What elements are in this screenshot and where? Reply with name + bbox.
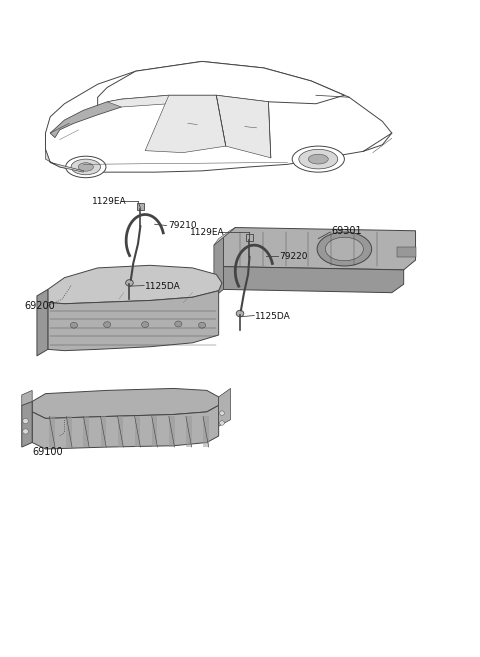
Ellipse shape: [23, 419, 28, 424]
Ellipse shape: [292, 146, 344, 172]
Polygon shape: [107, 95, 216, 107]
Polygon shape: [219, 388, 230, 426]
Polygon shape: [32, 388, 219, 419]
Polygon shape: [22, 390, 32, 405]
Ellipse shape: [104, 322, 111, 328]
Polygon shape: [32, 405, 219, 449]
Polygon shape: [223, 267, 404, 292]
Ellipse shape: [78, 163, 94, 171]
Polygon shape: [100, 417, 106, 447]
Polygon shape: [66, 417, 72, 447]
Polygon shape: [22, 401, 32, 447]
Ellipse shape: [308, 154, 328, 164]
Polygon shape: [152, 417, 157, 447]
Polygon shape: [214, 237, 223, 297]
Polygon shape: [223, 227, 416, 270]
Polygon shape: [48, 290, 219, 351]
Ellipse shape: [175, 321, 182, 327]
Polygon shape: [46, 149, 84, 172]
Ellipse shape: [71, 159, 100, 175]
Text: 79220: 79220: [279, 252, 307, 261]
Polygon shape: [135, 417, 140, 447]
Ellipse shape: [71, 323, 77, 328]
Polygon shape: [46, 61, 392, 172]
Polygon shape: [396, 247, 416, 257]
Ellipse shape: [219, 411, 224, 415]
Text: 1125DA: 1125DA: [255, 312, 291, 321]
Polygon shape: [50, 99, 121, 137]
Polygon shape: [145, 95, 226, 152]
Ellipse shape: [325, 237, 363, 261]
Polygon shape: [37, 290, 48, 356]
Polygon shape: [48, 265, 222, 304]
Polygon shape: [169, 417, 175, 447]
Text: 69301: 69301: [331, 226, 362, 236]
Ellipse shape: [219, 420, 224, 425]
Polygon shape: [216, 95, 271, 158]
Polygon shape: [97, 61, 344, 107]
Ellipse shape: [199, 323, 205, 328]
Polygon shape: [203, 417, 209, 447]
FancyBboxPatch shape: [137, 204, 144, 210]
Ellipse shape: [299, 149, 338, 169]
Polygon shape: [84, 417, 89, 447]
FancyBboxPatch shape: [246, 234, 253, 240]
Text: 79210: 79210: [168, 221, 196, 230]
Ellipse shape: [317, 232, 372, 266]
Text: 1129EA: 1129EA: [92, 197, 127, 206]
Polygon shape: [49, 417, 55, 447]
Polygon shape: [214, 227, 235, 245]
Text: 1125DA: 1125DA: [145, 283, 181, 291]
Ellipse shape: [23, 429, 28, 434]
Text: 69200: 69200: [24, 301, 55, 311]
Text: 1129EA: 1129EA: [190, 227, 225, 237]
Ellipse shape: [142, 322, 149, 328]
Ellipse shape: [236, 310, 244, 317]
Ellipse shape: [126, 280, 133, 286]
Text: 69100: 69100: [32, 447, 63, 457]
Ellipse shape: [66, 156, 106, 177]
Polygon shape: [118, 417, 123, 447]
Polygon shape: [186, 417, 192, 447]
